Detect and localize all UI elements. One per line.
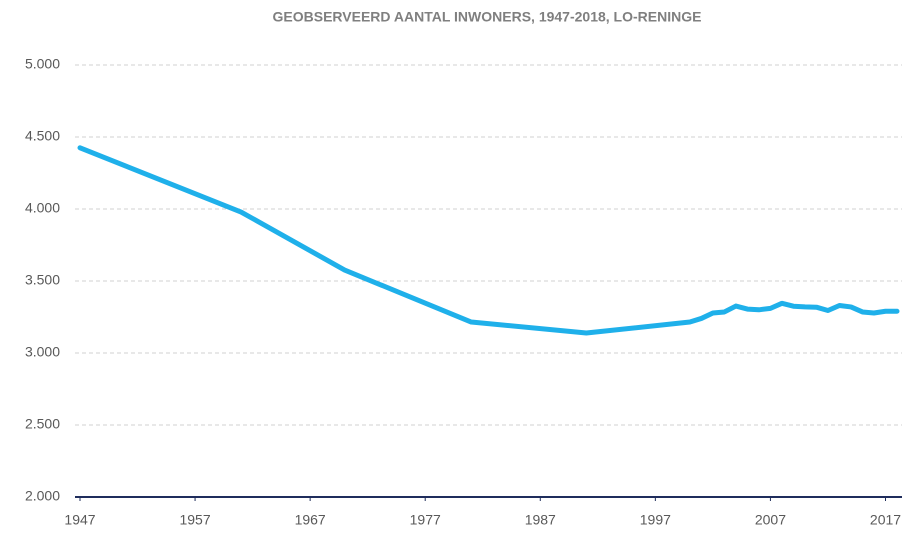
x-tick-label: 1967	[295, 512, 326, 528]
x-tick-label: 1957	[179, 512, 210, 528]
chart-title: GEOBSERVEERD AANTAL INWONERS, 1947-2018,…	[273, 9, 702, 25]
y-tick-label: 3.000	[25, 344, 60, 360]
x-tick-label: 1997	[640, 512, 671, 528]
y-tick-label: 4.500	[25, 128, 60, 144]
x-tick-label: 1987	[525, 512, 556, 528]
y-tick-label: 3.500	[25, 272, 60, 288]
data-line	[77, 145, 900, 336]
x-tick-label: 1947	[64, 512, 95, 528]
x-tick-label: 2017	[870, 512, 901, 528]
x-tick-label: 1977	[410, 512, 441, 528]
y-tick-label: 2.000	[25, 488, 60, 504]
x-tick-label: 2007	[755, 512, 786, 528]
y-tick-label: 5.000	[25, 56, 60, 72]
y-tick-label: 2.500	[25, 416, 60, 432]
y-tick-label: 4.000	[25, 200, 60, 216]
